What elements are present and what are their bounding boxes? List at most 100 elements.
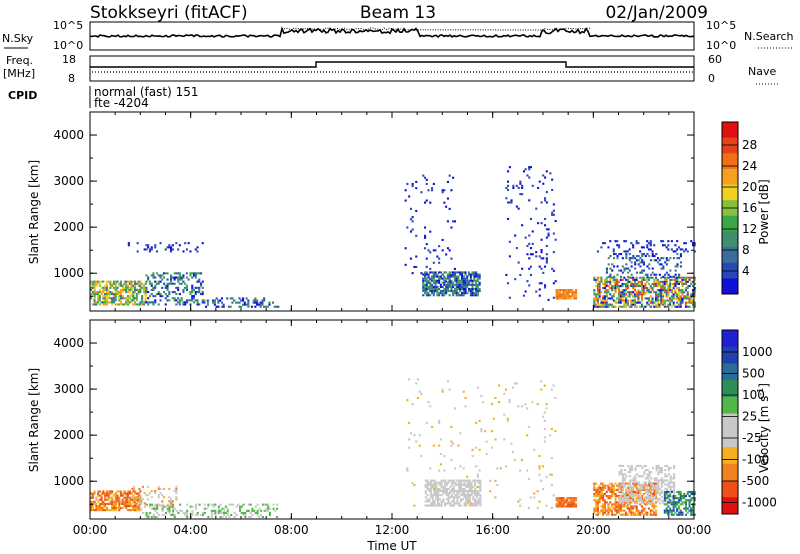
data-cell (693, 295, 696, 298)
data-cell (468, 273, 471, 276)
data-cell (677, 493, 680, 496)
data-cell (545, 259, 548, 262)
velocity-ylabel: Slant Range [km] (27, 368, 41, 472)
data-cell (489, 479, 492, 482)
x-tick-label: 20:00 (576, 523, 611, 537)
data-cell (562, 503, 565, 506)
data-cell (630, 299, 633, 302)
data-cell (619, 291, 622, 294)
data-cell (663, 299, 666, 302)
data-cell (431, 292, 434, 295)
data-cell (431, 283, 434, 286)
data-cell (551, 178, 554, 181)
data-cell (596, 297, 599, 300)
data-cell (441, 388, 444, 391)
data-cell (139, 284, 142, 287)
data-cell (636, 496, 639, 499)
data-cell (595, 305, 598, 308)
data-cell (431, 290, 434, 293)
data-cell (442, 479, 445, 482)
data-cell (569, 499, 572, 502)
data-cell (132, 293, 135, 296)
data-cell (471, 285, 474, 288)
data-cell (154, 507, 157, 510)
data-cell (100, 280, 103, 283)
data-cell (663, 305, 666, 308)
data-cell (639, 503, 642, 506)
data-cell (217, 301, 220, 304)
data-cell (189, 272, 192, 275)
data-cell (663, 285, 666, 288)
data-cell (161, 505, 164, 508)
data-cell (640, 276, 643, 279)
data-cell (249, 516, 252, 519)
data-cell (105, 494, 108, 497)
data-cell (118, 500, 121, 503)
data-cell (651, 297, 654, 300)
data-cell (121, 291, 124, 294)
data-cell (455, 290, 458, 293)
data-cell (127, 280, 130, 283)
data-cell (641, 502, 644, 505)
data-cell (475, 421, 478, 424)
data-cell (452, 220, 455, 223)
data-cell (445, 483, 448, 486)
data-cell (424, 285, 427, 288)
data-cell (111, 502, 114, 505)
data-cell (605, 282, 608, 285)
data-cell (600, 291, 603, 294)
data-cell (164, 303, 167, 306)
data-cell (446, 290, 449, 293)
data-cell (679, 301, 682, 304)
data-cell (612, 299, 615, 302)
data-cell (439, 277, 442, 280)
data-cell (432, 444, 435, 447)
data-cell (650, 498, 653, 501)
data-cell (607, 257, 610, 260)
data-cell (170, 278, 173, 281)
data-cell (461, 275, 464, 278)
data-cell (679, 490, 682, 493)
data-cell (114, 303, 117, 306)
data-cell (114, 500, 117, 503)
data-cell (427, 285, 430, 288)
data-cell (431, 496, 434, 499)
data-cell (443, 277, 446, 280)
data-cell (425, 290, 428, 293)
data-cell (621, 293, 624, 296)
data-cell (639, 496, 642, 499)
data-cell (666, 487, 669, 490)
data-cell (618, 489, 621, 492)
data-cell (427, 189, 430, 192)
data-cell (112, 293, 115, 296)
data-cell (459, 281, 462, 284)
data-cell (440, 500, 443, 503)
data-cell (626, 507, 629, 510)
data-cell (175, 498, 178, 501)
data-cell (642, 253, 645, 256)
data-cell (547, 232, 550, 235)
data-cell (513, 382, 516, 385)
data-cell (573, 297, 576, 300)
data-cell (137, 282, 140, 285)
data-cell (166, 272, 169, 275)
data-cell (635, 507, 638, 510)
data-cell (112, 505, 115, 508)
data-cell (513, 459, 516, 462)
data-cell (612, 488, 615, 491)
data-cell (600, 303, 603, 306)
data-cell (595, 513, 598, 516)
data-cell (452, 481, 455, 484)
data-cell (660, 500, 663, 503)
data-cell (544, 265, 547, 268)
data-cell (468, 481, 471, 484)
data-cell (671, 477, 674, 480)
data-cell (109, 500, 112, 503)
data-cell (196, 303, 199, 306)
data-cell (189, 293, 192, 296)
data-cell (507, 188, 510, 191)
data-cell (688, 495, 691, 498)
data-cell (137, 498, 140, 501)
data-cell (476, 279, 479, 282)
data-cell (203, 511, 206, 514)
